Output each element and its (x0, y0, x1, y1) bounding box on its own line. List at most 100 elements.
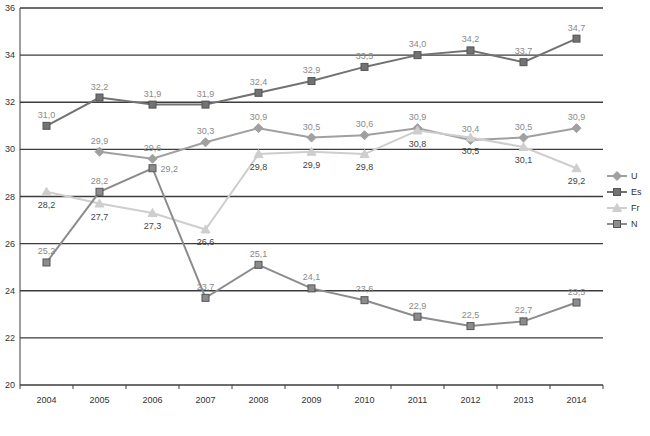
x-tick-label: 2011 (408, 395, 427, 405)
grid-line (20, 243, 603, 244)
point (42, 187, 51, 195)
x-tick-label: 2005 (89, 395, 109, 405)
data-label: 27,7 (91, 212, 109, 222)
data-label: 29,8 (250, 162, 268, 172)
legend-marker (613, 172, 622, 181)
x-tick-label: 2004 (36, 395, 56, 405)
data-label: 28,2 (38, 200, 56, 210)
y-tick-label: 36 (5, 3, 15, 13)
point (360, 131, 369, 140)
data-label: 32,4 (250, 77, 268, 87)
x-tick (603, 385, 604, 389)
x-tick-label: 2014 (566, 395, 586, 405)
x-tick (73, 385, 74, 389)
data-label: 31,0 (38, 110, 56, 120)
data-label: 24,1 (303, 272, 321, 282)
y-tick-label: 32 (5, 97, 15, 107)
legend-marker (614, 221, 621, 228)
data-label: 27,3 (144, 221, 162, 231)
data-label: 30,9 (409, 112, 427, 122)
data-label: 33,5 (356, 51, 374, 61)
point (148, 208, 157, 216)
data-label: 30,3 (197, 126, 215, 136)
data-label: 25,1 (250, 249, 268, 259)
x-tick-label: 2012 (460, 395, 480, 405)
data-label: 29,8 (356, 162, 374, 172)
point (519, 143, 528, 151)
data-label: 30,5 (303, 122, 321, 132)
data-label: 29,2 (568, 176, 586, 186)
point (520, 59, 527, 66)
data-label: 30,9 (250, 112, 268, 122)
point (307, 133, 316, 142)
legend-marker (613, 204, 622, 212)
data-label: 23,6 (356, 284, 374, 294)
data-label: 29,2 (161, 164, 179, 174)
data-label: 30,5 (515, 122, 533, 132)
point (148, 154, 157, 163)
data-label: 29,9 (303, 160, 321, 170)
x-tick-label: 2010 (354, 395, 374, 405)
point (149, 165, 156, 172)
grid-line (20, 337, 603, 338)
point (254, 150, 263, 158)
data-label: 29,6 (144, 143, 162, 153)
point (149, 101, 156, 108)
point (308, 78, 315, 85)
x-tick (285, 385, 286, 389)
x-tick-label: 2007 (195, 395, 215, 405)
data-label: 30,5 (462, 146, 480, 156)
grid-line (20, 384, 603, 385)
x-tick (338, 385, 339, 389)
x-tick (497, 385, 498, 389)
point (466, 133, 475, 141)
marks (42, 35, 581, 329)
data-label: 22,7 (515, 305, 533, 315)
point (201, 225, 210, 233)
x-tick (126, 385, 127, 389)
data-label: 30,4 (462, 124, 480, 134)
y-tick-label: 24 (5, 286, 15, 296)
x-tick (232, 385, 233, 389)
point (254, 124, 263, 133)
data-label: 26,6 (197, 237, 215, 247)
series-line (47, 168, 577, 326)
point (202, 101, 209, 108)
grid-line (20, 7, 603, 8)
data-label: 29,9 (91, 136, 109, 146)
point (520, 318, 527, 325)
point (467, 47, 474, 54)
data-labels: 29,929,630,330,930,530,630,930,430,530,9… (38, 23, 586, 320)
y-tick-label: 28 (5, 192, 15, 202)
x-tick-label: 2006 (142, 395, 162, 405)
x-tick (550, 385, 551, 389)
point (95, 199, 104, 207)
point (572, 124, 581, 133)
x-tick-label: 2013 (513, 395, 533, 405)
legend-label: Es (631, 187, 642, 197)
point (255, 89, 262, 96)
y-axis-line (20, 8, 21, 385)
point (519, 133, 528, 142)
point (413, 126, 422, 134)
point (307, 147, 316, 155)
data-label: 34,7 (568, 23, 586, 33)
data-label: 30,8 (409, 139, 427, 149)
data-label: 34,0 (409, 39, 427, 49)
x-tick-label: 2008 (248, 395, 268, 405)
x-tick (20, 385, 21, 389)
point (255, 261, 262, 268)
data-label: 30,6 (356, 119, 374, 129)
data-label: 34,2 (462, 34, 480, 44)
point (202, 294, 209, 301)
point (360, 150, 369, 158)
x-tick (391, 385, 392, 389)
y-tick-label: 30 (5, 144, 15, 154)
point (573, 299, 580, 306)
point (467, 323, 474, 330)
point (201, 138, 210, 147)
x-tick (179, 385, 180, 389)
data-label: 22,9 (409, 301, 427, 311)
x-tick (444, 385, 445, 389)
series-line (47, 39, 577, 126)
